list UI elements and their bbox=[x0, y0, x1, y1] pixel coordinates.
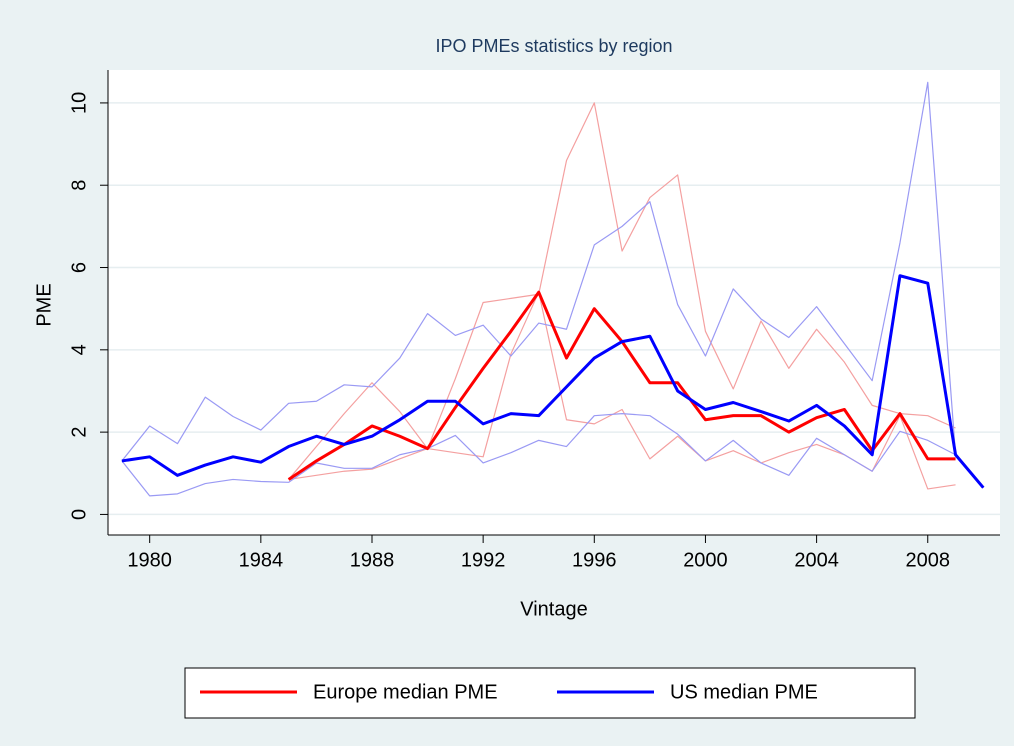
marks: 0 2 4 6 8 10 1980 1984 1988 1992 1996 2000 2004 2008 E… bbox=[68, 70, 1000, 703]
x-tick-label: 2000 bbox=[683, 549, 728, 571]
y-axis-label: PME bbox=[33, 283, 55, 326]
x-tick-label: 1992 bbox=[461, 549, 506, 571]
x-tick-label: 1980 bbox=[127, 549, 172, 571]
y-tick-label: 8 bbox=[68, 180, 90, 191]
legend-label: US median PME bbox=[670, 681, 818, 703]
y-tick-label: 6 bbox=[68, 262, 90, 273]
x-axis-label: Vintage bbox=[520, 598, 587, 620]
y-tick-label: 2 bbox=[68, 427, 90, 438]
legend bbox=[184, 667, 916, 719]
x-tick-label: 1984 bbox=[239, 549, 284, 571]
series-line bbox=[121, 274, 985, 489]
x-tick-label: 1996 bbox=[572, 549, 617, 571]
y-tick-label: 0 bbox=[68, 509, 90, 520]
legend-label: Europe median PME bbox=[313, 681, 498, 703]
chart-title: IPO PMEs statistics by region bbox=[435, 36, 672, 56]
x-tick-label: 2004 bbox=[794, 549, 839, 571]
series-line bbox=[288, 102, 956, 480]
plot-area bbox=[108, 70, 1000, 535]
y-tick-label: 4 bbox=[68, 344, 90, 355]
series-line bbox=[121, 413, 984, 497]
y-tick-label: 10 bbox=[68, 92, 90, 114]
x-tick-label: 2008 bbox=[906, 549, 951, 571]
x-tick-label: 1988 bbox=[350, 549, 395, 571]
